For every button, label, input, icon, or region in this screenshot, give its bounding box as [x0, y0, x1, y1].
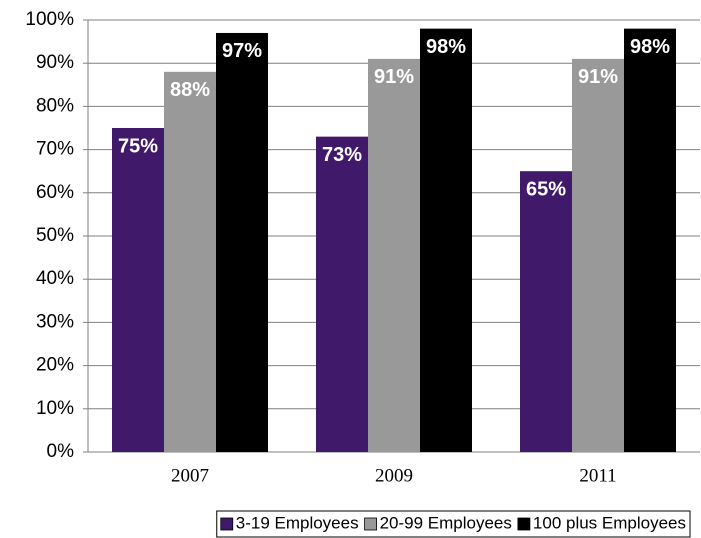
- x-tick-label: 2007: [171, 465, 209, 486]
- legend-label: 100 plus Employees: [533, 513, 686, 532]
- y-tick-label: 40%: [36, 268, 74, 289]
- bar: [520, 171, 572, 452]
- legend-label: 3-19 Employees: [236, 513, 359, 532]
- value-label: 98%: [426, 36, 466, 58]
- legend-swatch: [364, 517, 377, 531]
- legend-box: [216, 510, 691, 538]
- y-tick-label: 30%: [36, 311, 74, 332]
- bar: [368, 58, 420, 452]
- bar: [112, 128, 164, 452]
- y-tick-label: 0%: [47, 441, 75, 462]
- value-label: 88%: [170, 79, 210, 101]
- legend-swatch: [220, 517, 234, 531]
- value-label: 98%: [630, 36, 670, 58]
- value-label: 91%: [374, 66, 414, 88]
- x-tick-label: 2011: [579, 465, 616, 486]
- y-tick-label: 70%: [36, 139, 74, 160]
- bar: [316, 136, 368, 452]
- x-tick-label: 2009: [375, 465, 413, 486]
- y-tick-label: 100%: [25, 9, 74, 30]
- y-tick-label: 50%: [36, 225, 74, 246]
- bar: [164, 71, 216, 452]
- legend-swatch: [517, 517, 531, 531]
- value-label: 73%: [322, 144, 362, 166]
- legend-label: 20-99 Employees: [380, 513, 512, 532]
- value-label: 91%: [578, 66, 618, 88]
- value-label: 65%: [526, 178, 566, 200]
- bar: [624, 28, 676, 452]
- bar: [420, 28, 472, 452]
- y-tick-label: 90%: [36, 52, 74, 73]
- y-tick-label: 10%: [36, 398, 74, 419]
- bar: [572, 58, 624, 452]
- y-tick-label: 80%: [36, 95, 74, 116]
- bar: [216, 32, 268, 453]
- value-label: 75%: [118, 135, 158, 157]
- y-tick-label: 60%: [36, 182, 74, 203]
- legend: 3-19 Employees 20-99 Employees 100 plus Em…: [216, 510, 691, 538]
- y-tick-label: 20%: [36, 355, 74, 376]
- value-label: 97%: [222, 40, 262, 62]
